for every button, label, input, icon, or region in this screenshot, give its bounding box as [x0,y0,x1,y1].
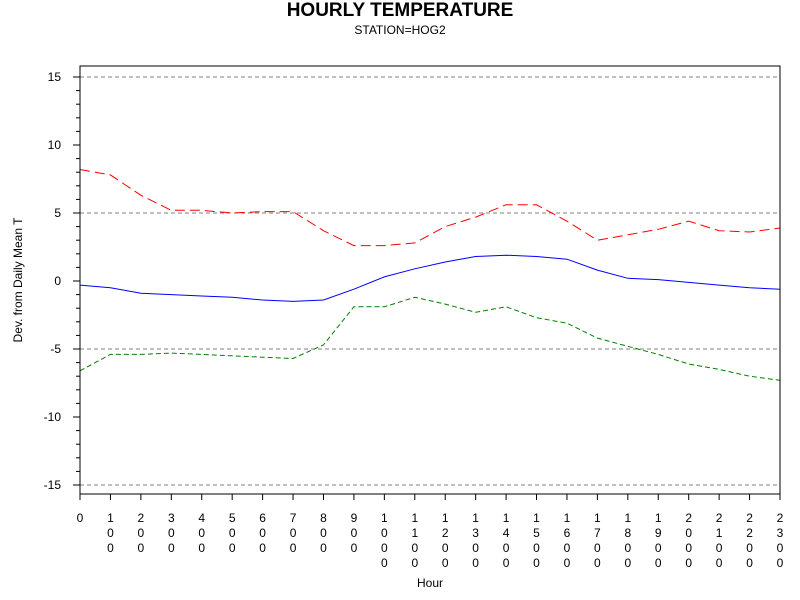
y-axis-label: Dev. from Daily Mean T [11,217,25,343]
series-line-2 [79,254,781,302]
plot-frame [79,65,781,495]
reference-lines [80,76,780,486]
x-axis: 0 1 0 0 2 0 0 3 0 0 4 0 0 5 0 0 6 0 0 7 0 0 8 0 0 9 0 0 1 0 0 0 1 1 0 0 1 2 0 0… [77,494,784,570]
y-tick-label: -5 [50,342,61,356]
chart-title: HOURLY TEMPERATURE [286,0,514,21]
y-axis: -15 -10 -5 0 5 10 15 [44,70,80,492]
series-lines [79,169,781,381]
series-line-1 [79,169,781,247]
series-line-3 [79,296,781,381]
x-tick-label: 0 [77,511,84,525]
y-tick-label: 15 [48,70,62,84]
y-tick-label: -15 [44,478,62,492]
y-tick-label: 0 [54,274,61,288]
chart-subtitle: STATION=HOG2 [354,23,446,37]
y-tick-label: -10 [44,410,62,424]
y-tick-label: 5 [54,206,61,220]
y-tick-label: 10 [48,138,62,152]
x-axis-label: Hour [417,576,443,590]
